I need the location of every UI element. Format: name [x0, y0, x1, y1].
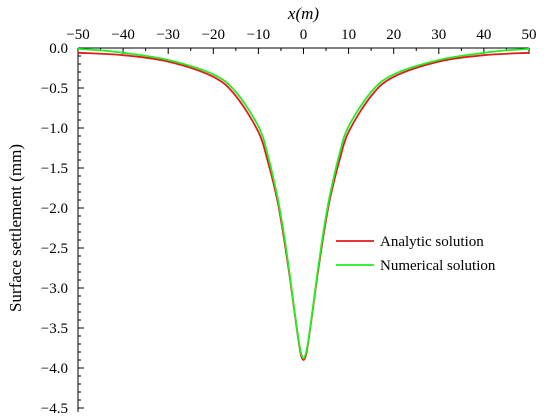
- y-tick-label: −3.5: [41, 321, 68, 337]
- x-tick-label: −10: [247, 27, 270, 43]
- y-tick-label: −0.5: [41, 81, 68, 97]
- plot-series: [77, 47, 530, 361]
- y-tick-label: −4.5: [41, 401, 68, 417]
- x-tick-label: 30: [431, 27, 446, 43]
- y-tick-label: −4.0: [41, 361, 68, 377]
- y-tick-label: 0.0: [49, 41, 68, 57]
- x-tick-label: 20: [386, 27, 401, 43]
- y-axis-title: Surface settlement (mm): [6, 144, 25, 312]
- y-tick-label: −1.5: [41, 161, 68, 177]
- axes: −50 −40 −30 −20 −10 0 10 20 30 40 50 0.0 −0.5 −1.0 −1.…: [6, 4, 537, 417]
- x-tick-label: −40: [111, 27, 134, 43]
- y-tick-label: −2.5: [41, 241, 68, 257]
- x-tick-label: −50: [66, 27, 89, 43]
- x-tick-label: 10: [341, 27, 356, 43]
- x-tick-label: −20: [202, 27, 225, 43]
- y-tick-label: −3.0: [41, 281, 68, 297]
- y-tick-label: −1.0: [41, 121, 68, 137]
- x-tick-label: 40: [476, 27, 491, 43]
- legend-label-0: Analytic solution: [380, 234, 484, 250]
- series-line-1: [77, 47, 530, 360]
- x-tick-label: 0: [300, 27, 308, 43]
- legend-label-1: Numerical solution: [380, 258, 496, 274]
- legend: Analytic solution Numerical solution: [336, 234, 496, 274]
- y-tick-label: −2.0: [41, 201, 68, 217]
- x-axis-title: x(m): [287, 4, 319, 23]
- series-line-0: [77, 51, 530, 361]
- x-tick-label: 50: [522, 27, 537, 43]
- x-tick-label: −30: [156, 27, 179, 43]
